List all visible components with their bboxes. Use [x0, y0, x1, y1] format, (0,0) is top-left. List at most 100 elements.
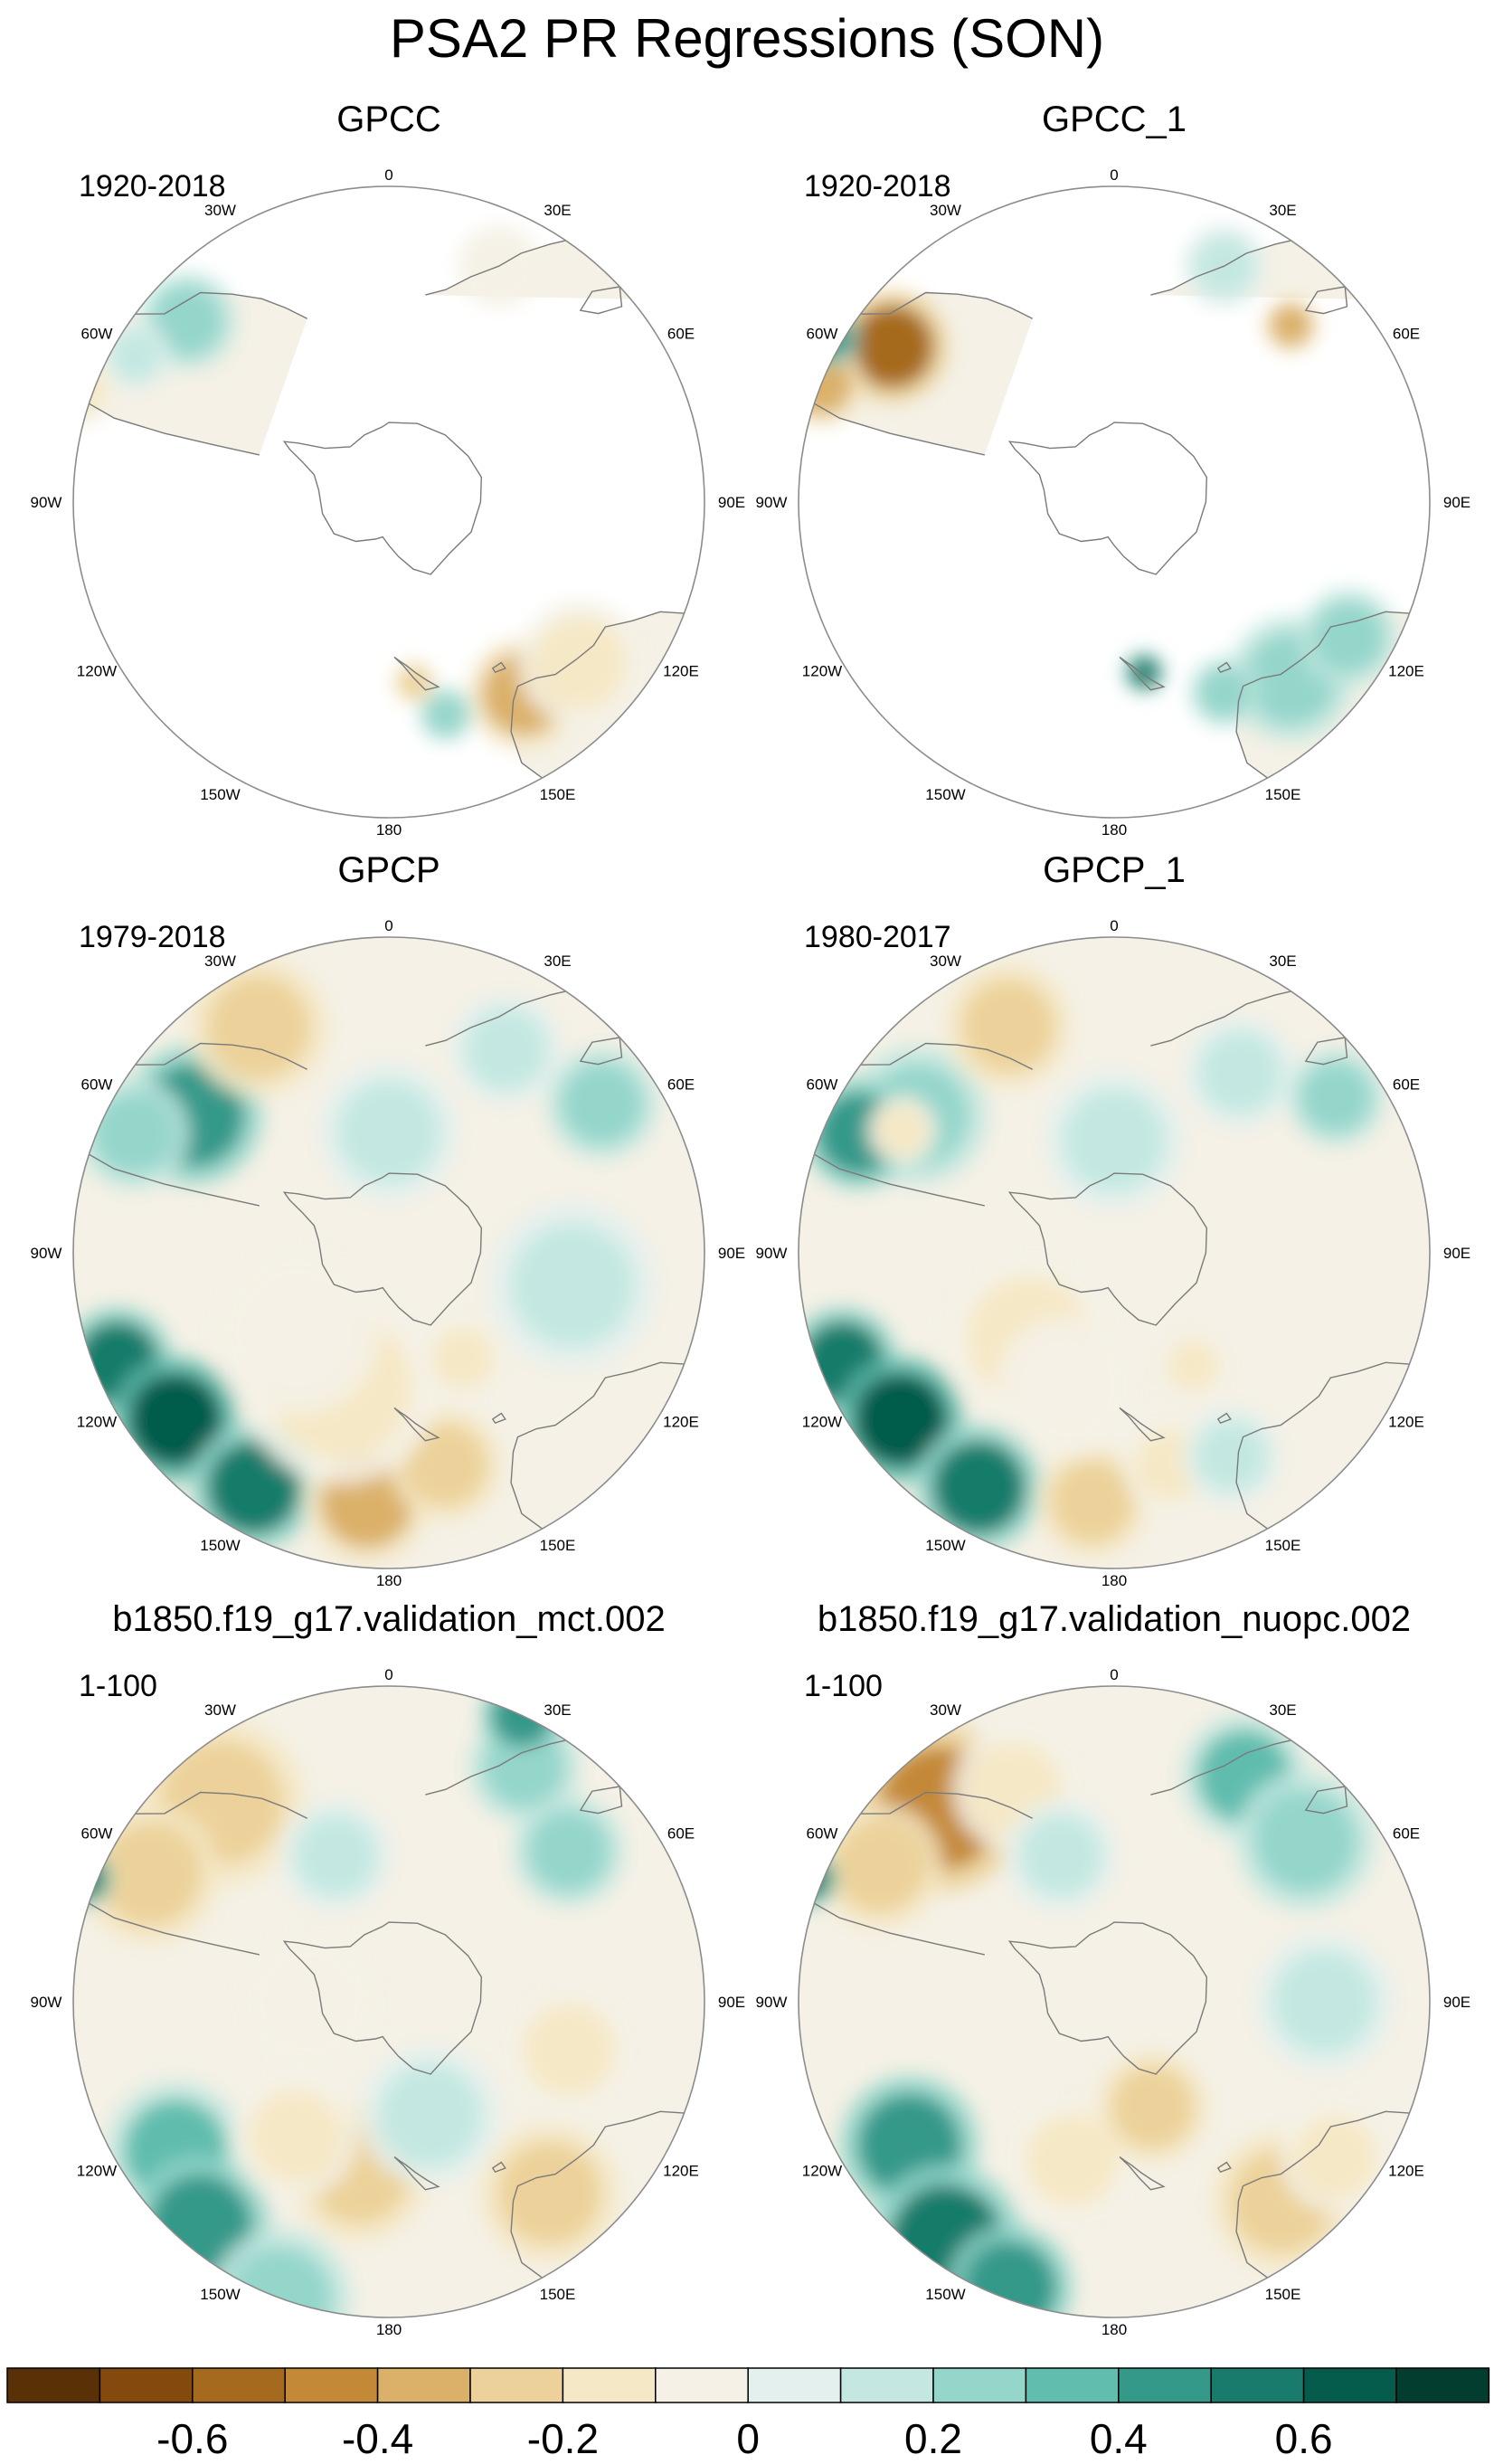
anomaly-region [1312, 601, 1385, 674]
lon-label: 90E [718, 1994, 745, 2011]
map-panel: 0 30E 60E 90E 120E 150E 180 150W 120W 90W 60W 30W b1… [31, 1599, 746, 2338]
colorbar-box [562, 2367, 657, 2403]
antarctica-coast [282, 1172, 483, 1326]
map-boundary [72, 936, 705, 1569]
tasmania-coast [491, 661, 506, 674]
lon-label: 90W [756, 494, 788, 511]
lon-label: 30W [204, 952, 236, 970]
longitude-labels: 0 30E 60E 90E 120E 150E 180 150W 120W 90W 60W 30W [756, 917, 1471, 1589]
antarctica-coast [1007, 1921, 1208, 2075]
lon-label: 60W [807, 1825, 838, 1843]
colorbar: -0.6 -0.4 -0.2 0 0.2 0.4 0.6 [6, 2367, 1490, 2462]
anomaly-region [1111, 2065, 1195, 2149]
anomaly-region [534, 616, 628, 710]
colorbar-box [1025, 2367, 1120, 2403]
panel-title: b1850.f19_g17.validation_mct.002 [112, 1599, 666, 1639]
colorbar-label: 0.6 [1275, 2415, 1333, 2462]
anomaly-region [73, 364, 108, 416]
field-layer [73, 1686, 704, 2317]
anomaly-region [1300, 1061, 1373, 1134]
lon-label: 150E [540, 1537, 576, 1554]
anomaly-region [1272, 1949, 1376, 2054]
lon-label: 150W [925, 2286, 965, 2303]
anomaly-region [1051, 1460, 1134, 1544]
anomaly-region [336, 1080, 441, 1184]
anomaly-region [98, 1823, 202, 1927]
lon-label: 0 [384, 166, 392, 184]
colorbar-label: 0.2 [904, 2415, 962, 2462]
antarctica-coast [282, 1921, 483, 2075]
colorbar-label: 0.4 [1090, 2415, 1148, 2462]
colorbar-box [284, 2367, 379, 2403]
antarctica-coast [1007, 422, 1208, 575]
lon-label: 150E [1265, 786, 1301, 803]
anomaly-region [378, 2063, 482, 2167]
australia-coast [1235, 2110, 1423, 2291]
anomaly-region [522, 2003, 617, 2097]
lon-label: 120W [802, 2163, 842, 2180]
lon-label: 30E [1269, 1701, 1296, 1719]
lon-label: 150E [1265, 2286, 1301, 2303]
field-layer [799, 186, 1430, 818]
lon-label: 0 [1110, 166, 1118, 184]
colorbar-label: 0 [736, 2415, 760, 2462]
anomaly-region [257, 1949, 362, 2054]
colorbar-box [839, 2367, 934, 2403]
anomaly-region [73, 1858, 107, 1900]
lon-label: 90E [718, 494, 745, 511]
panel-title: GPCP_1 [1043, 850, 1186, 890]
lon-label: 120E [1388, 663, 1424, 680]
colorbar-box [469, 2367, 564, 2403]
lon-label: 120W [802, 1414, 842, 1431]
madagascar-coast [579, 1037, 623, 1066]
panel-title: GPCC_1 [1042, 100, 1187, 139]
madagascar-coast [1304, 286, 1348, 315]
anomaly-region [109, 329, 162, 382]
lon-label: 120W [77, 1414, 117, 1431]
lon-label: 120E [1388, 2163, 1424, 2180]
lon-label: 60E [667, 1076, 695, 1094]
longitude-labels: 0 30E 60E 90E 120E 150E 180 150W 120W 90W 60W 30W [756, 166, 1471, 839]
longitude-labels: 0 30E 60E 90E 120E 150E 180 150W 120W 90W 60W 30W [756, 1666, 1471, 2338]
lon-label: 0 [384, 917, 392, 934]
lon-label: 90E [1443, 1245, 1470, 1262]
lon-label: 150E [1265, 1537, 1301, 1554]
anomaly-region [1025, 2113, 1119, 2207]
australia-coast [1235, 1361, 1423, 1542]
colorbar-box [932, 2367, 1027, 2403]
longitude-labels: 0 30E 60E 90E 120E 150E 180 150W 120W 90W 60W 30W [31, 917, 746, 1589]
map-panel: 0 30E 60E 90E 120E 150E 180 150W 120W 90W 60W 30W GP… [31, 850, 746, 1589]
australia-coast [1235, 611, 1423, 791]
map-boundary [798, 185, 1431, 819]
lon-label: 180 [376, 2321, 402, 2338]
lon-label: 120W [77, 2163, 117, 2180]
lon-label: 90E [1443, 1994, 1470, 2011]
new-zealand-coast [393, 2156, 440, 2191]
anomaly-region [1195, 1419, 1268, 1493]
anomaly-region [431, 1327, 495, 1390]
lon-label: 150W [925, 1537, 965, 1554]
anomaly-region [833, 1819, 927, 1913]
colorbar-box [192, 2367, 286, 2403]
lon-label: 180 [1102, 2321, 1127, 2338]
lon-label: 180 [376, 1572, 402, 1589]
lon-label: 120W [77, 663, 117, 680]
map-boundary [798, 1685, 1431, 2318]
lon-label: 30W [930, 202, 961, 219]
anomaly-region [233, 1268, 359, 1393]
anomaly-region [497, 2141, 601, 2245]
lon-label: 150W [200, 2286, 240, 2303]
map-panel: 0 30E 60E 90E 120E 150E 180 150W 120W 90W 60W 30W GP… [31, 100, 746, 839]
lon-label: 60W [807, 326, 838, 343]
australia-coast [510, 611, 697, 791]
lon-label: 60E [667, 326, 695, 343]
anomaly-layer [799, 1713, 1395, 2317]
lon-label: 60W [81, 1825, 113, 1843]
tasmania-coast [491, 2161, 506, 2174]
anomaly-region [398, 667, 430, 698]
lon-label: 90E [1443, 494, 1470, 511]
lon-label: 150E [540, 2286, 576, 2303]
lon-label: 30E [544, 202, 571, 219]
lon-label: 30W [204, 1701, 236, 1719]
anomaly-region [91, 1092, 175, 1176]
